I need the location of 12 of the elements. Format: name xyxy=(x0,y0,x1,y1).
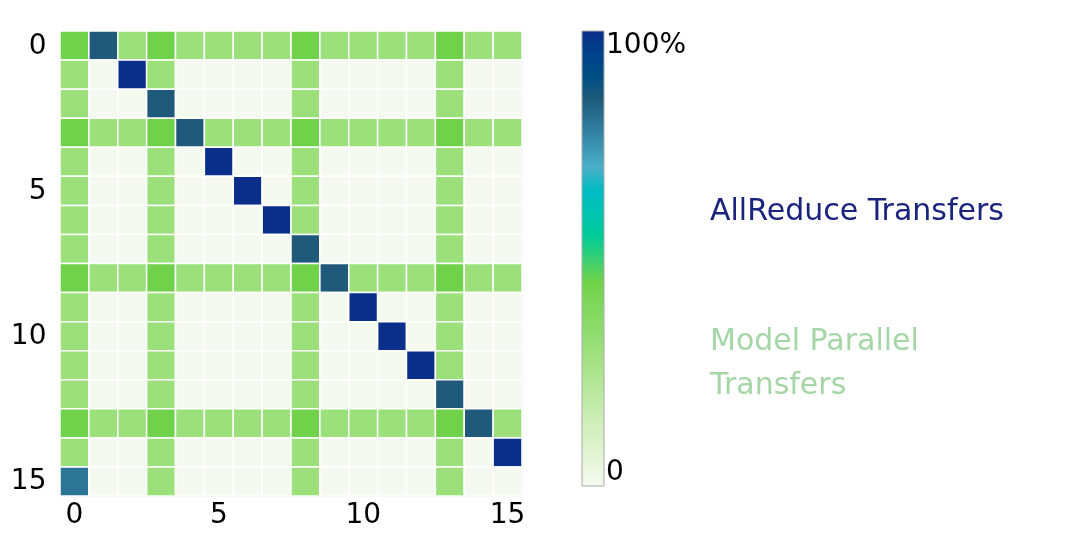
y-tick-label: 5 xyxy=(28,172,47,206)
x-tick-label: 0 xyxy=(65,496,84,530)
y-tick-label: 0 xyxy=(28,27,47,61)
x-tick-label: 10 xyxy=(345,496,382,530)
y-tick-label: 15 xyxy=(10,463,47,497)
color-bar-label: 100% xyxy=(606,27,687,60)
x-tick-label: 5 xyxy=(209,496,228,530)
color-bar-label: 0 xyxy=(606,454,624,487)
text: AllReduce Transfers xyxy=(710,192,1004,227)
y-tick-label: 10 xyxy=(10,318,47,352)
text: Model Parallel Transfers xyxy=(709,322,919,401)
x-tick-label: 15 xyxy=(489,496,526,530)
